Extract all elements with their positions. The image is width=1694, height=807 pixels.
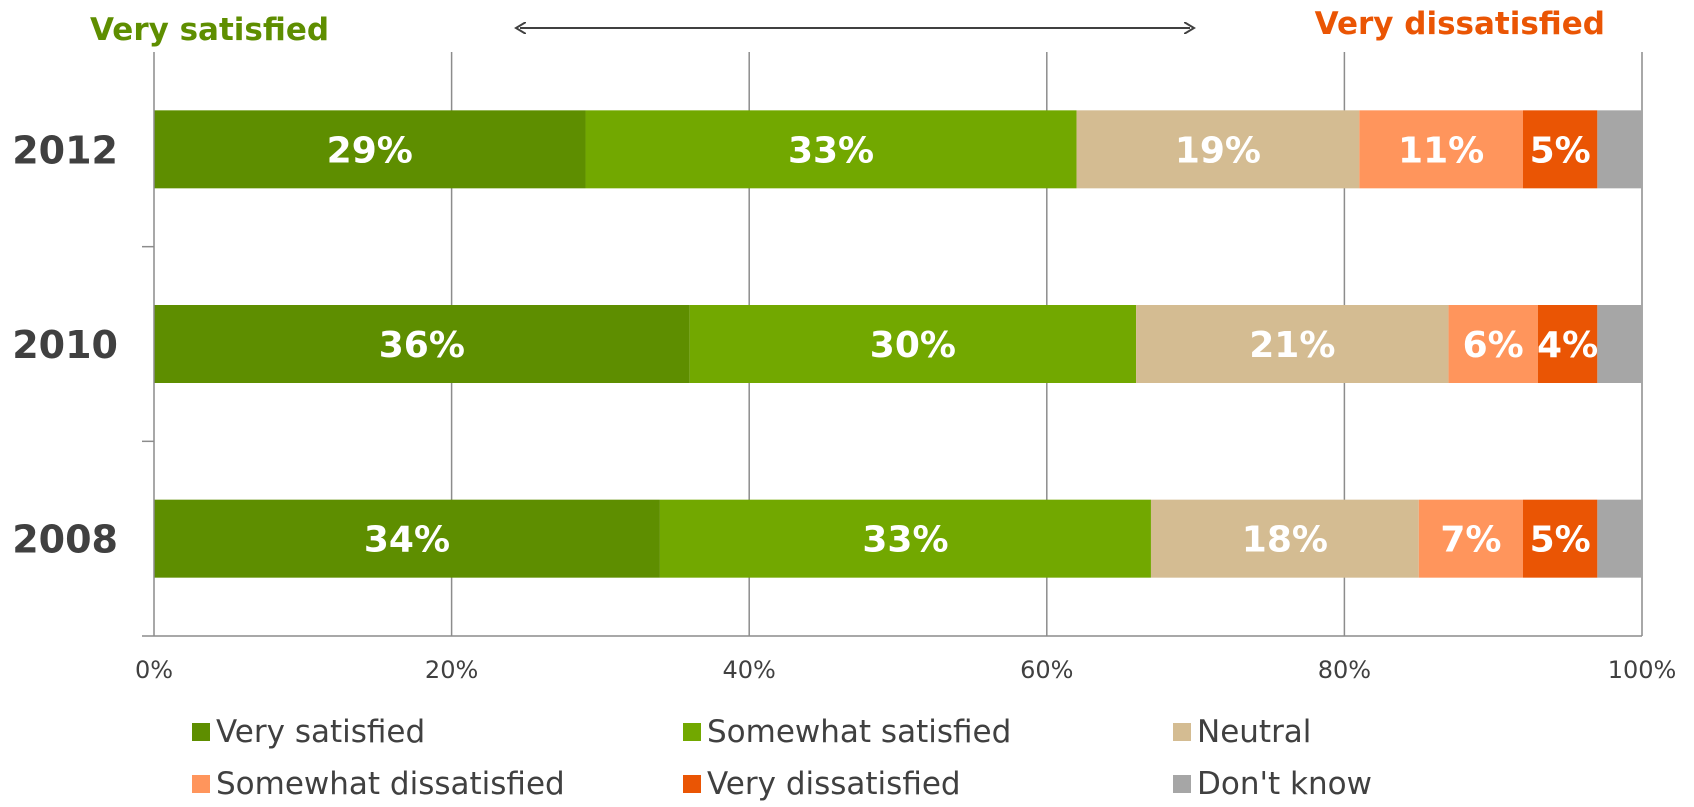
data-label: 6%	[1463, 325, 1524, 366]
legend-swatch	[683, 723, 701, 741]
data-label: 34%	[364, 520, 450, 561]
category-label-2008: 2008	[12, 518, 118, 562]
data-label: 18%	[1242, 520, 1328, 561]
legend-entry: Neutral	[1197, 714, 1311, 750]
x-tick-label: 80%	[1318, 656, 1371, 684]
data-label: 33%	[862, 520, 948, 561]
x-tick-label: 20%	[425, 656, 478, 684]
header-very-dissatisfied: Very dissatisfied	[1315, 6, 1605, 42]
x-tick-label: 0%	[135, 656, 173, 684]
bar-segment	[1076, 110, 1360, 189]
data-label: 5%	[1530, 130, 1591, 171]
legend-entry: Don't know	[1197, 766, 1372, 802]
bars	[154, 110, 1642, 578]
bar-segment	[1418, 499, 1523, 578]
bar-segment	[1448, 305, 1538, 383]
bar-segment	[1537, 305, 1598, 383]
data-label: 7%	[1440, 520, 1501, 561]
axes: 0% 20% 40% 60% 80% 100%	[135, 52, 1676, 684]
legend-swatch	[683, 775, 701, 793]
data-label: 33%	[788, 130, 874, 171]
bar-segment	[1597, 305, 1642, 383]
data-label: 5%	[1530, 520, 1591, 561]
category-label-2010: 2010	[12, 323, 118, 367]
legend: Very satisfied Somewhat satisfied Neutral S…	[192, 714, 1372, 802]
legend-swatch	[1173, 723, 1191, 741]
bar-segment	[1597, 110, 1642, 189]
bar-segment	[585, 110, 1077, 189]
header-very-satisfied: Very satisfied	[90, 12, 329, 48]
bar-segment	[659, 499, 1151, 578]
legend-swatch	[1173, 775, 1191, 793]
bar-segment	[1136, 305, 1449, 383]
legend-entry: Very dissatisfied	[707, 766, 961, 802]
bar-segment	[1359, 110, 1523, 189]
data-label: 36%	[379, 325, 465, 366]
data-label: 11%	[1398, 130, 1484, 171]
bar-segment	[154, 110, 586, 189]
legend-swatch	[192, 775, 210, 793]
data-label: 29%	[327, 130, 413, 171]
bar-segment	[1522, 499, 1598, 578]
data-label: 30%	[870, 325, 956, 366]
legend-entry: Somewhat satisfied	[707, 714, 1011, 750]
bar-segment	[689, 305, 1137, 383]
bar-segment	[1150, 499, 1419, 578]
legend-entry: Somewhat dissatisfied	[216, 766, 565, 802]
bar-segment	[154, 499, 660, 578]
data-label: 21%	[1249, 325, 1335, 366]
category-label-2012: 2012	[12, 128, 118, 172]
bar-segment	[154, 305, 690, 383]
bar-segment	[1522, 110, 1598, 189]
legend-swatch	[192, 723, 210, 741]
bar-labels: 2012 29% 33% 19% 11% 5% 2010 36% 30% 21% 6% 4% 2008 3…	[12, 128, 1598, 561]
data-label: 4%	[1537, 325, 1598, 366]
bar-segment	[1597, 499, 1642, 578]
x-tick-label: 40%	[723, 656, 776, 684]
legend-entry: Very satisfied	[216, 714, 425, 750]
x-tick-label: 60%	[1020, 656, 1073, 684]
x-tick-label: 100%	[1608, 656, 1677, 684]
data-label: 19%	[1175, 130, 1261, 171]
